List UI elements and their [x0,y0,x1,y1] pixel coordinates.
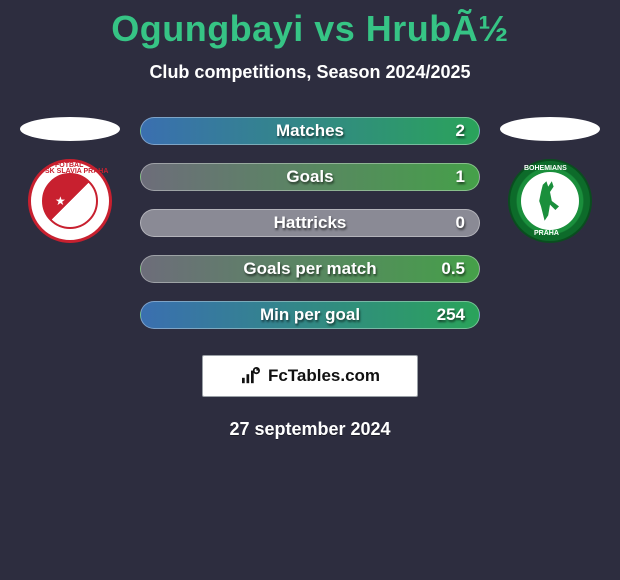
stat-label: Goals per match [243,259,376,279]
chart-icon [240,367,262,385]
stats-area: SK SLAVIA PRAHA FOTBAL ★ Matches 2 Goals… [0,117,620,329]
stat-label: Min per goal [260,305,360,325]
stat-label: Hattricks [274,213,347,233]
club-badge-bohemians: BOHEMIANS PRAHA [508,159,592,243]
stat-bar: Goals 1 [140,163,480,191]
branding-text: FcTables.com [268,366,380,386]
right-column: BOHEMIANS PRAHA [500,117,600,243]
player-oval-left [20,117,120,141]
stat-bar: Min per goal 254 [140,301,480,329]
stat-value: 0 [456,213,465,233]
badge-text: BOHEMIANS [524,165,567,172]
stat-value: 2 [456,121,465,141]
badge-text: PRAHA [534,230,559,237]
kangaroo-icon [532,179,568,223]
stat-label: Goals [286,167,333,187]
stat-label: Matches [276,121,344,141]
stat-value: 0.5 [441,259,465,279]
stat-bars: Matches 2 Goals 1 Hattricks 0 Goals per … [140,117,480,329]
stat-value: 254 [437,305,465,325]
stat-bar: Hattricks 0 [140,209,480,237]
player-oval-right [500,117,600,141]
date-text: 27 september 2024 [0,419,620,440]
left-column: SK SLAVIA PRAHA FOTBAL ★ [20,117,120,243]
stat-bar: Goals per match 0.5 [140,255,480,283]
stat-bar: Matches 2 [140,117,480,145]
root: Ogungbayi vs HrubÃ½ Club competitions, S… [0,0,620,440]
club-badge-slavia: SK SLAVIA PRAHA FOTBAL ★ [28,159,112,243]
stat-value: 1 [456,167,465,187]
page-subtitle: Club competitions, Season 2024/2025 [0,62,620,83]
star-icon: ★ [55,194,66,208]
branding-box: FcTables.com [202,355,418,397]
page-title: Ogungbayi vs HrubÃ½ [0,8,620,50]
